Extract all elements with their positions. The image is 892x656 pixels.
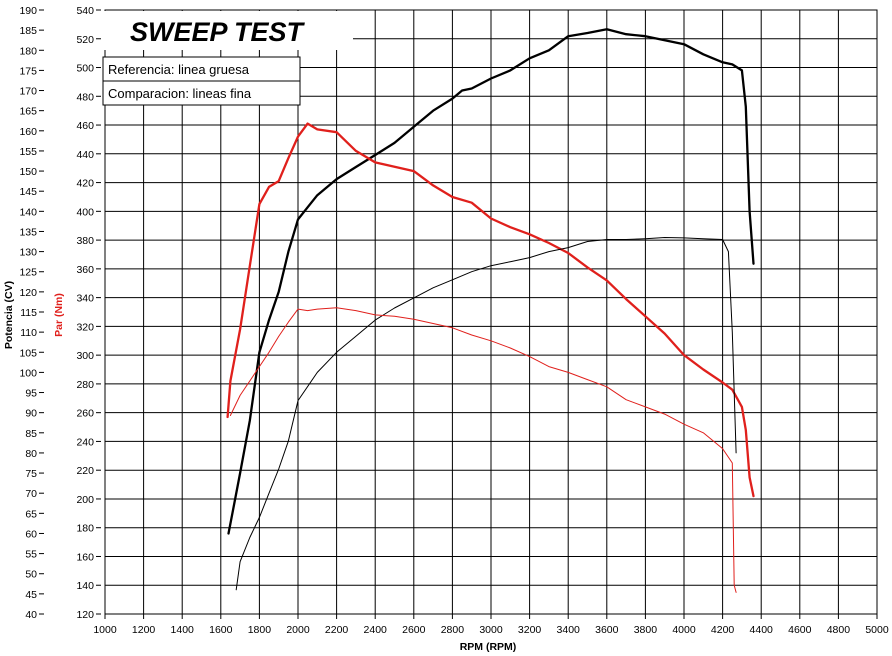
power-tick-label: 185: [19, 25, 37, 37]
torque-tick-label: 520: [76, 34, 94, 46]
title-box: [103, 11, 353, 50]
torque-tick-label: 480: [76, 91, 94, 103]
power-tick-label: 100: [19, 367, 37, 379]
power-tick-label: 55: [25, 549, 37, 561]
rpm-tick-label: 3800: [634, 624, 658, 636]
power-tick-label: 40: [25, 609, 37, 621]
power-tick-label: 130: [19, 247, 37, 259]
torque-axis-ticks: 540 520 500 480 460 440 420 400 380 360 340 320 300 2…: [76, 5, 101, 621]
rpm-tick-label: 2800: [441, 624, 465, 636]
power-tick-label: 140: [19, 206, 37, 218]
rpm-tick-label: 2000: [286, 624, 310, 636]
power-tick-label: 160: [19, 126, 37, 138]
rpm-tick-label: 4400: [750, 624, 774, 636]
torque-tick-label: 500: [76, 63, 94, 75]
power-tick-label: 155: [19, 146, 37, 158]
torque-axis-label: Par (Nm): [53, 293, 65, 337]
rpm-tick-label: 1200: [132, 624, 156, 636]
torque-tick-label: 160: [76, 551, 94, 563]
torque-tick-label: 340: [76, 293, 94, 305]
power-tick-label: 75: [25, 468, 37, 480]
rpm-tick-label: 1000: [93, 624, 117, 636]
rpm-tick-label: 1800: [248, 624, 272, 636]
torque-tick-label: 440: [76, 149, 94, 161]
legend-reference: Referencia: linea gruesa: [108, 62, 250, 77]
chart-title: SWEEP TEST: [130, 17, 306, 47]
power-tick-label: 50: [25, 569, 37, 581]
power-tick-label: 135: [19, 226, 37, 238]
legend-box-comparison: [102, 80, 301, 106]
power-tick-label: 95: [25, 388, 37, 400]
power-tick-label: 115: [20, 307, 37, 319]
power-tick-label: 70: [25, 488, 37, 500]
rpm-tick-label: 2600: [402, 624, 426, 636]
power-tick-label: 80: [25, 448, 37, 460]
torque-tick-label: 180: [76, 523, 94, 535]
comparison-power-line: [235, 237, 737, 591]
torque-tick-label: 320: [76, 321, 94, 333]
power-tick-label: 150: [19, 166, 37, 178]
power-tick-label: 180: [19, 45, 37, 57]
rpm-tick-label: 1600: [209, 624, 233, 636]
power-axis-ticks: 190 185 180 175 170 165 160 155 150 145 140 135 130 1…: [19, 5, 44, 621]
torque-tick-label: 260: [76, 408, 94, 420]
rpm-tick-label: 3200: [518, 624, 542, 636]
power-tick-label: 175: [19, 65, 37, 77]
power-tick-label: 65: [25, 508, 37, 520]
comparison-torque-line: [229, 307, 737, 593]
rpm-tick-label: 4600: [788, 624, 812, 636]
torque-tick-label: 140: [76, 580, 94, 592]
power-tick-label: 170: [19, 86, 37, 98]
torque-tick-label: 400: [76, 206, 94, 218]
torque-tick-label: 220: [76, 465, 94, 477]
torque-tick-label: 200: [76, 494, 94, 506]
rpm-tick-label: 4800: [827, 624, 851, 636]
torque-tick-label: 120: [76, 609, 94, 621]
power-tick-label: 105: [19, 347, 37, 359]
rpm-tick-label: 3400: [557, 624, 581, 636]
rpm-tick-label: 3600: [595, 624, 619, 636]
torque-tick-label: 240: [76, 436, 94, 448]
rpm-tick-label: 2400: [364, 624, 388, 636]
power-tick-label: 60: [25, 528, 37, 540]
power-tick-label: 110: [20, 327, 37, 339]
torque-tick-label: 460: [76, 120, 94, 132]
power-axis-label: Potencia (CV): [3, 281, 15, 349]
power-tick-label: 85: [25, 428, 37, 440]
legend-comparison: Comparacion: lineas fina: [108, 86, 252, 101]
rpm-axis-ticks: 1000 1200 1400 1600 1800 2000 2200 2400 2600 2800…: [93, 614, 889, 636]
torque-tick-label: 360: [76, 264, 94, 276]
torque-tick-label: 280: [76, 379, 94, 391]
rpm-tick-label: 4000: [672, 624, 696, 636]
power-tick-label: 45: [25, 589, 37, 601]
series-layer: [226, 28, 755, 593]
power-tick-label: 90: [25, 408, 37, 420]
rpm-tick-label: 1400: [171, 624, 195, 636]
reference-torque-line: [226, 122, 755, 498]
torque-tick-label: 420: [76, 178, 94, 190]
power-tick-label: 120: [19, 287, 37, 299]
rpm-axis-label: RPM (RPM): [460, 641, 517, 653]
power-tick-label: 190: [19, 5, 37, 17]
rpm-tick-label: 3000: [479, 624, 503, 636]
rpm-tick-label: 4200: [711, 624, 735, 636]
torque-tick-label: 540: [76, 5, 94, 17]
rpm-tick-label: 2200: [325, 624, 349, 636]
rpm-tick-label: 5000: [865, 624, 889, 636]
power-tick-label: 165: [19, 106, 37, 118]
power-tick-label: 125: [19, 267, 37, 279]
power-tick-label: 145: [19, 186, 37, 198]
torque-tick-label: 300: [76, 350, 94, 362]
reference-power-line: [227, 28, 755, 535]
legend-box-reference: [102, 56, 301, 82]
torque-tick-label: 380: [76, 235, 94, 247]
